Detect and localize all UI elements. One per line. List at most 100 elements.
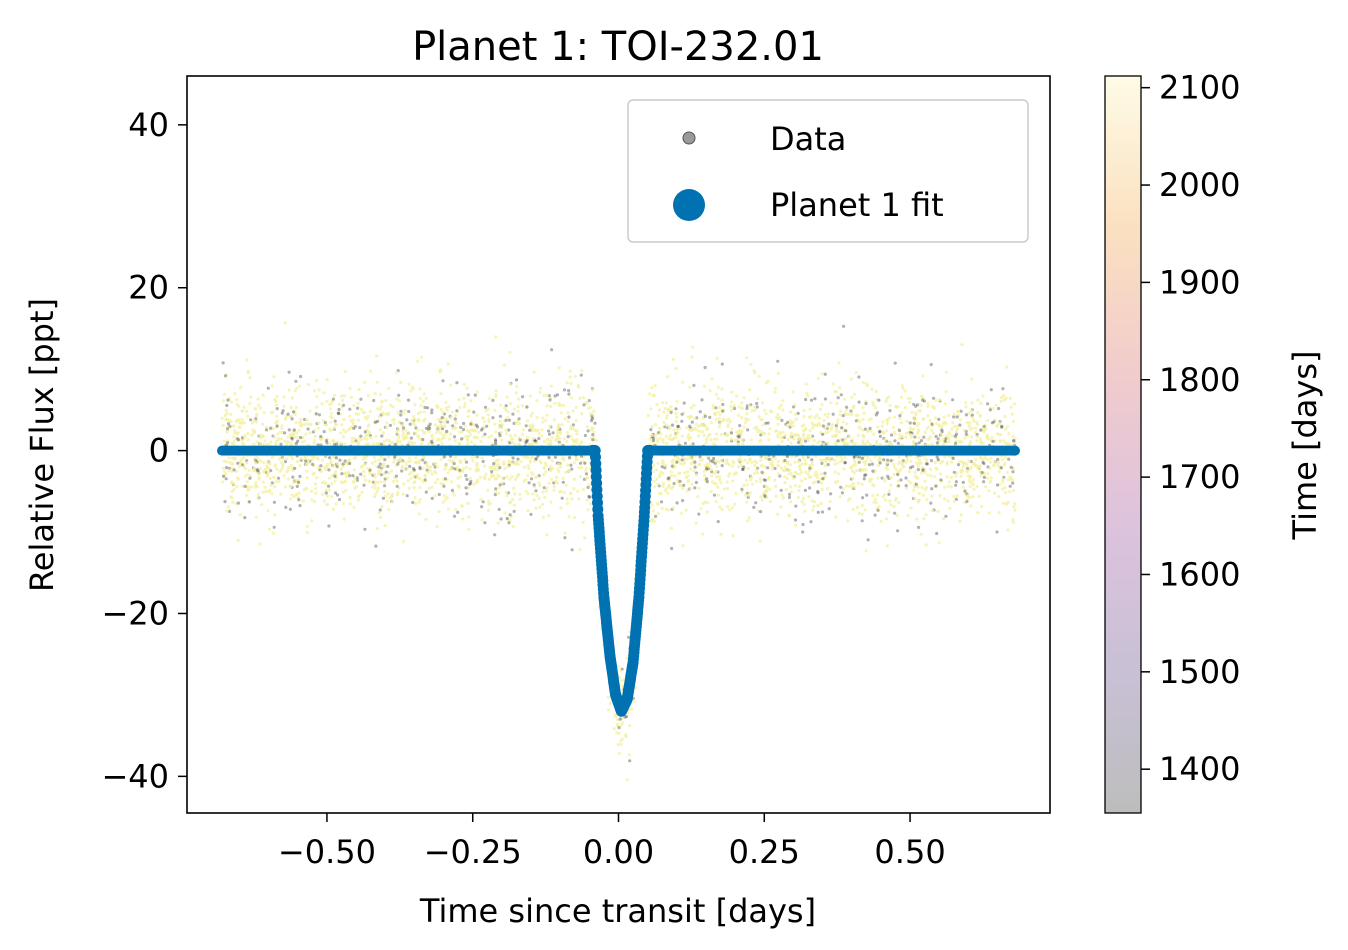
data-point	[568, 375, 572, 379]
data-point	[299, 374, 303, 379]
data-point	[725, 439, 729, 444]
data-point	[919, 403, 923, 407]
data-point	[1004, 427, 1008, 431]
data-point	[755, 471, 760, 475]
data-point	[903, 406, 908, 410]
data-point	[664, 463, 668, 467]
data-point	[437, 492, 441, 497]
data-point	[814, 423, 818, 427]
data-point	[441, 411, 445, 415]
data-point	[553, 394, 557, 398]
data-point	[375, 489, 379, 493]
data-point	[675, 427, 679, 431]
data-point	[952, 470, 956, 474]
data-point	[395, 397, 399, 401]
data-point	[651, 438, 656, 443]
data-point	[656, 439, 660, 443]
data-point	[789, 434, 793, 438]
data-point	[915, 403, 920, 407]
data-point	[690, 482, 694, 486]
data-point	[933, 416, 938, 420]
data-point	[501, 477, 505, 481]
data-point	[253, 461, 257, 465]
data-point	[322, 391, 326, 395]
data-point	[682, 461, 687, 465]
x-tick-label: 0.50	[874, 833, 945, 871]
data-point	[472, 410, 476, 414]
data-point	[299, 417, 303, 421]
data-point	[511, 440, 515, 445]
data-point	[892, 505, 896, 509]
data-point	[685, 457, 689, 461]
data-point	[439, 392, 443, 396]
data-point	[421, 399, 425, 403]
data-point	[397, 420, 402, 424]
data-point	[904, 484, 908, 488]
data-point	[861, 439, 865, 443]
data-point	[893, 439, 897, 443]
data-point	[248, 401, 252, 406]
data-point	[649, 407, 653, 411]
data-point	[372, 398, 376, 403]
data-point	[416, 412, 420, 416]
data-point	[750, 409, 754, 413]
data-point	[812, 504, 816, 509]
data-point	[1005, 424, 1010, 429]
data-point	[650, 424, 654, 429]
data-point	[486, 488, 490, 492]
data-point	[935, 531, 939, 536]
data-point	[418, 467, 422, 471]
data-point	[874, 441, 878, 446]
data-point	[876, 425, 880, 429]
data-point	[399, 459, 403, 463]
data-point	[492, 462, 496, 466]
data-point	[811, 508, 815, 512]
data-point	[319, 437, 323, 442]
data-point	[776, 463, 780, 467]
data-point	[245, 409, 249, 413]
data-point	[371, 485, 375, 489]
data-point	[566, 431, 570, 435]
data-point	[721, 409, 725, 413]
data-point	[424, 479, 428, 483]
data-point	[578, 461, 583, 465]
data-point	[378, 515, 382, 520]
data-point	[835, 426, 839, 430]
data-point	[407, 486, 411, 490]
data-point	[359, 397, 363, 401]
data-point	[283, 439, 287, 443]
data-point	[947, 439, 951, 443]
data-point	[229, 412, 233, 416]
data-point	[277, 438, 281, 442]
data-point	[779, 505, 783, 509]
data-point	[843, 461, 847, 465]
data-point	[550, 348, 554, 352]
data-point	[455, 409, 459, 413]
data-point	[719, 532, 723, 536]
data-point	[549, 384, 553, 388]
data-point	[988, 460, 992, 464]
data-point	[331, 397, 335, 401]
data-point	[781, 496, 785, 500]
data-point	[491, 464, 495, 468]
data-point	[439, 438, 443, 442]
data-point	[343, 472, 347, 476]
data-point	[258, 441, 263, 446]
data-point	[959, 474, 963, 478]
data-point	[347, 458, 352, 462]
data-point	[962, 428, 966, 432]
data-point	[651, 509, 656, 513]
data-point	[429, 439, 433, 443]
data-point	[781, 430, 785, 434]
data-point	[694, 473, 699, 477]
data-point	[512, 486, 516, 490]
data-point	[336, 462, 340, 466]
data-point	[458, 405, 462, 410]
data-point	[754, 501, 758, 505]
data-point	[516, 457, 520, 461]
data-point	[673, 433, 678, 437]
data-point	[926, 414, 930, 418]
data-point	[760, 470, 764, 474]
data-point	[529, 414, 533, 418]
data-point	[729, 431, 733, 435]
